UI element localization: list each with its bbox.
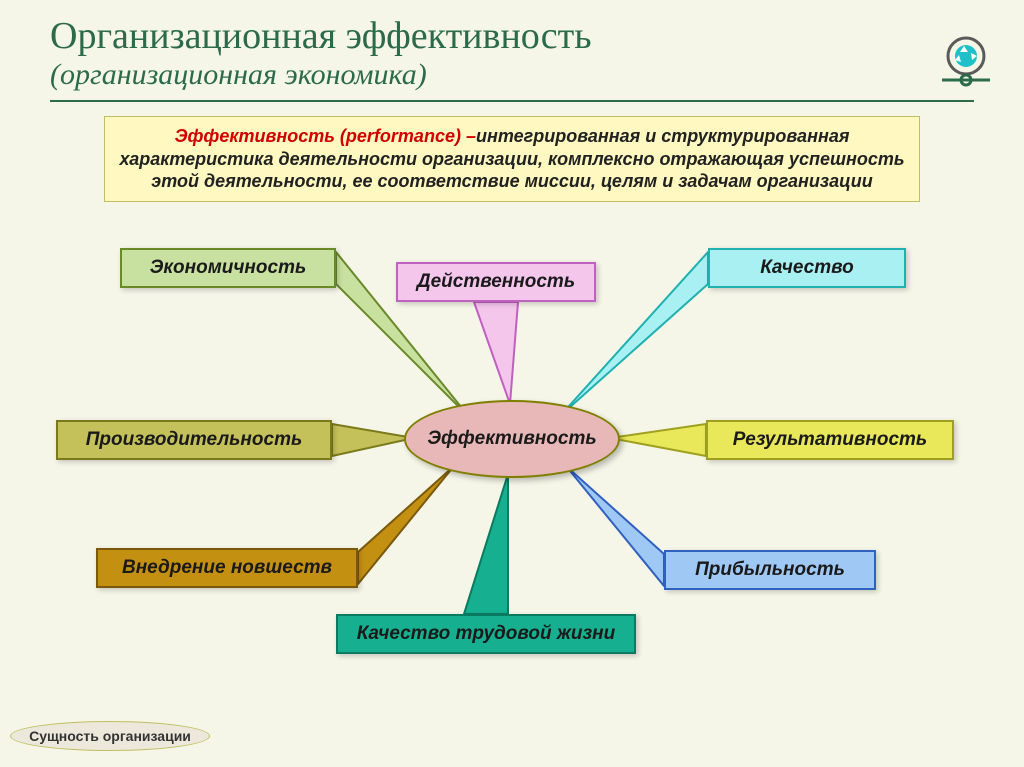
center-label: Эффективность xyxy=(427,428,596,450)
footer-button-label: Сущность организации xyxy=(29,728,191,744)
title-block: Организационная эффективность (организац… xyxy=(50,14,592,92)
node-label: Производительность xyxy=(86,429,303,451)
node-innov: Внедрение новшеств xyxy=(96,548,358,588)
node-label: Внедрение новшеств xyxy=(122,557,332,579)
node-label: Прибыльность xyxy=(695,559,845,581)
node-result: Результативность xyxy=(706,420,954,460)
node-profit: Прибыльность xyxy=(664,550,876,590)
node-label: Качество трудовой жизни xyxy=(357,623,616,645)
node-qual: Качество xyxy=(708,248,906,288)
center-oval: Эффективность xyxy=(404,400,620,478)
node-label: Экономичность xyxy=(150,257,307,279)
node-prod: Производительность xyxy=(56,420,332,460)
node-label: Качество xyxy=(760,257,853,279)
node-econ: Экономичность xyxy=(120,248,336,288)
title-divider xyxy=(50,100,974,102)
recycle-icon xyxy=(938,32,994,88)
node-label: Результативность xyxy=(733,429,927,451)
node-worklife: Качество трудовой жизни xyxy=(336,614,636,654)
page-title: Организационная эффективность xyxy=(50,14,592,58)
node-label: Действенность xyxy=(417,271,575,293)
node-effect: Действенность xyxy=(396,262,596,302)
footer-button[interactable]: Сущность организации xyxy=(10,721,210,751)
page-subtitle: (организационная экономика) xyxy=(50,58,592,92)
definition-highlight: Эффективность (performance) – xyxy=(175,126,476,146)
definition-box: Эффективность (performance) –интегрирова… xyxy=(104,116,920,202)
